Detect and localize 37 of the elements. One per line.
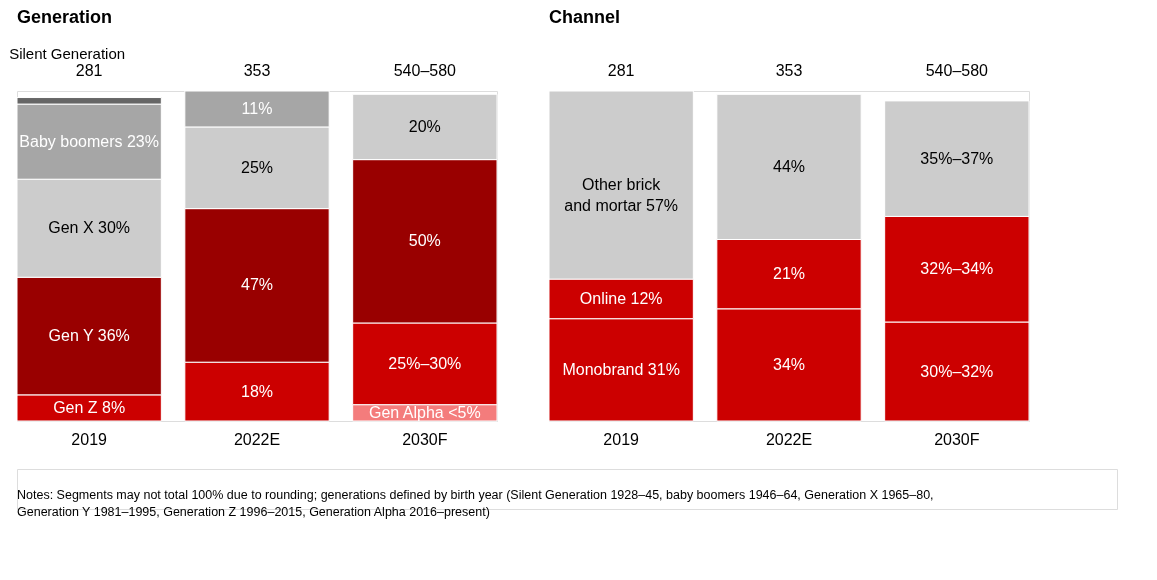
data-label: 50%: [408, 232, 441, 250]
text: Notes: Segments may not total 100% due to rounding; generations defined by birth year (Silent Generation 1928–45, baby boomers 1946–64, Generation X 1965–80, Generation Y 1981–1995, Generation Z 1996–2015, Generation Alpha 2016–present): [17, 488, 934, 519]
text: 281: [607, 62, 635, 79]
data-label: Gen Y 36%: [48, 327, 130, 345]
text: 281: [75, 62, 103, 79]
data-label: 25%: [240, 158, 274, 176]
data-label: Online 12%: [579, 289, 663, 307]
text: 353: [775, 62, 803, 79]
data-label: 21%: [772, 265, 806, 283]
data-label: 18%: [240, 382, 274, 400]
data-label: Gen X 30%: [48, 219, 131, 237]
chart-title: Channel: [549, 7, 621, 27]
data-label: 25%–30%: [388, 354, 462, 372]
chart-title: Generation: [17, 7, 113, 27]
data-label: 20%: [408, 117, 441, 135]
data-label: 11%: [241, 99, 273, 117]
annotation: Silent Generation: [9, 44, 126, 62]
data-label: 47%: [240, 276, 274, 294]
data-label: Gen Z 8%: [53, 398, 126, 416]
data-label: Other brick and mortar 57%: [564, 176, 679, 215]
data-label: 44%: [772, 157, 806, 175]
x-tick-label: 2019: [71, 430, 108, 448]
data-label: 34%: [772, 355, 806, 373]
text: 540–580: [393, 62, 457, 79]
x-tick-label: 2030F: [934, 430, 980, 448]
data-label: Baby boomers 23%: [19, 132, 159, 150]
data-label: 30%–32%: [920, 362, 994, 380]
data-label: Gen Alpha <5%: [369, 403, 481, 421]
x-tick-label: 2022E: [765, 430, 813, 448]
text: 353: [243, 62, 271, 79]
x-tick-label: 2022E: [233, 430, 281, 448]
data-label: 32%–34%: [920, 260, 994, 278]
data-label: Monobrand 31%: [562, 360, 680, 378]
data-label: 35%–37%: [920, 149, 994, 167]
text: 540–580: [925, 62, 989, 79]
x-tick-label: 2030F: [402, 430, 448, 448]
x-tick-label: 2019: [603, 430, 640, 448]
